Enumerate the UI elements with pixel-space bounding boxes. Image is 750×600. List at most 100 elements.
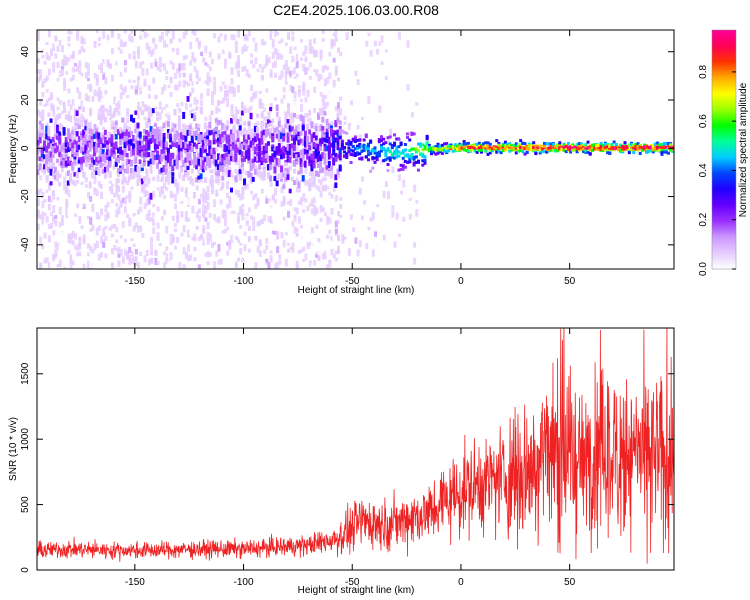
spectrogram-cell bbox=[290, 134, 294, 142]
spectrogram-cell bbox=[239, 225, 243, 229]
spectrogram-cell bbox=[128, 257, 132, 265]
spectrogram-cell bbox=[45, 154, 49, 162]
spectrogram-cell bbox=[245, 143, 249, 151]
spectrogram-cell bbox=[119, 72, 123, 77]
spectrogram-cell bbox=[137, 225, 141, 233]
spectrogram-cell bbox=[313, 38, 317, 44]
spectrogram-cell bbox=[149, 164, 153, 171]
spectrogram-cell bbox=[152, 88, 156, 93]
spectrogram-cell bbox=[534, 149, 538, 153]
spectrogram-cell bbox=[95, 156, 99, 163]
spectrogram-cell bbox=[53, 166, 57, 174]
spectrogram-cell bbox=[38, 137, 42, 144]
spectrogram-cell bbox=[212, 159, 216, 165]
spectrogram-cell bbox=[247, 124, 251, 132]
spectrogram-cell bbox=[384, 76, 388, 81]
spectrogram-cell bbox=[76, 160, 80, 166]
spectrogram-cell bbox=[313, 209, 317, 216]
spectrogram-cell bbox=[206, 79, 210, 86]
spectrogram-cell bbox=[451, 149, 455, 153]
spectrogram-cell bbox=[300, 98, 304, 103]
spectrogram-cell bbox=[125, 129, 129, 136]
spectrogram-cell bbox=[58, 134, 62, 140]
spectrogram-cell bbox=[376, 88, 380, 93]
spectrogram-cell bbox=[43, 144, 47, 152]
spectrogram-cell bbox=[134, 255, 138, 262]
spectrogram-cell bbox=[234, 117, 238, 124]
spectrogram-x-tick-label: 0 bbox=[458, 276, 464, 287]
spectrogram-cell bbox=[306, 144, 310, 150]
spectrogram-cell bbox=[182, 224, 186, 233]
spectrogram-cell bbox=[43, 140, 47, 148]
spectrogram-cell bbox=[245, 40, 249, 46]
spectrogram-cell bbox=[40, 147, 44, 155]
spectrogram-cell bbox=[162, 122, 166, 129]
spectrogram-cell bbox=[223, 134, 227, 142]
spectrogram-cell bbox=[291, 220, 295, 227]
spectrogram-cell bbox=[277, 121, 281, 128]
spectrogram-cell bbox=[543, 142, 547, 146]
spectrogram-cell bbox=[438, 144, 442, 148]
spectrogram-cell bbox=[97, 86, 101, 95]
spectrogram-cell bbox=[276, 246, 280, 254]
spectrogram-cell bbox=[400, 190, 404, 195]
spectrogram-cell bbox=[334, 130, 338, 135]
spectrogram-cell bbox=[488, 151, 492, 155]
spectrogram-cell bbox=[395, 148, 399, 152]
spectrogram-cell bbox=[229, 187, 233, 193]
spectrogram-cell bbox=[210, 174, 214, 181]
spectrogram-cell bbox=[139, 251, 143, 257]
spectrogram-cell bbox=[163, 106, 167, 112]
spectrogram-cell bbox=[191, 56, 195, 62]
spectrogram-cell bbox=[123, 176, 127, 183]
spectrogram-cell bbox=[190, 135, 194, 142]
spectrogram-cell bbox=[91, 203, 95, 212]
spectrogram-cell bbox=[78, 60, 82, 66]
spectrogram-cell bbox=[182, 134, 186, 141]
spectrogram-cell bbox=[136, 147, 140, 154]
spectrogram-cell bbox=[175, 158, 179, 165]
spectrogram-cell bbox=[145, 183, 149, 187]
spectrogram-cell bbox=[297, 175, 301, 180]
spectrogram-cell bbox=[195, 176, 199, 183]
spectrogram-cell bbox=[286, 143, 290, 151]
spectrogram-cell bbox=[162, 153, 166, 160]
spectrogram-cell bbox=[532, 148, 536, 152]
spectrogram-cell bbox=[217, 244, 221, 252]
spectrogram-cell bbox=[50, 92, 54, 100]
spectrogram-cell bbox=[288, 148, 292, 155]
spectrogram-cell bbox=[393, 250, 397, 258]
spectrogram-cell bbox=[588, 152, 592, 156]
spectrogram-cell bbox=[67, 250, 71, 255]
spectrogram-cell bbox=[234, 129, 238, 135]
spectrogram-cell bbox=[217, 108, 221, 113]
spectrogram-cell bbox=[37, 30, 40, 36]
spectrogram-cell bbox=[438, 148, 442, 152]
spectrogram-cell bbox=[139, 62, 143, 69]
spectrogram-cell bbox=[289, 199, 293, 203]
spectrogram-cell bbox=[254, 165, 258, 171]
spectrogram-cell bbox=[50, 146, 54, 152]
spectrogram-cell bbox=[123, 206, 127, 214]
spectrogram-cell bbox=[293, 73, 297, 77]
spectrogram-cell bbox=[64, 148, 68, 153]
spectrogram-cell bbox=[204, 116, 208, 121]
spectrogram-cell bbox=[632, 151, 636, 155]
spectrogram-cell bbox=[304, 112, 308, 119]
spectrogram-cell bbox=[337, 210, 341, 217]
spectrogram-cell bbox=[95, 128, 99, 134]
spectrogram-cell bbox=[169, 133, 173, 139]
spectrogram-cell bbox=[256, 246, 260, 253]
spectrogram-cell bbox=[393, 156, 397, 160]
spectrogram-cell bbox=[247, 134, 251, 140]
spectrogram-cell bbox=[156, 65, 160, 71]
spectrogram-cell bbox=[101, 104, 105, 110]
spectrogram-cell bbox=[212, 128, 216, 133]
spectrogram-cell bbox=[219, 115, 223, 120]
spectrogram-cell bbox=[197, 208, 201, 214]
spectrogram-cell bbox=[423, 160, 427, 164]
spectrogram-cell bbox=[219, 85, 223, 92]
spectrogram-cell bbox=[276, 49, 280, 55]
spectrogram-cell bbox=[169, 160, 173, 167]
